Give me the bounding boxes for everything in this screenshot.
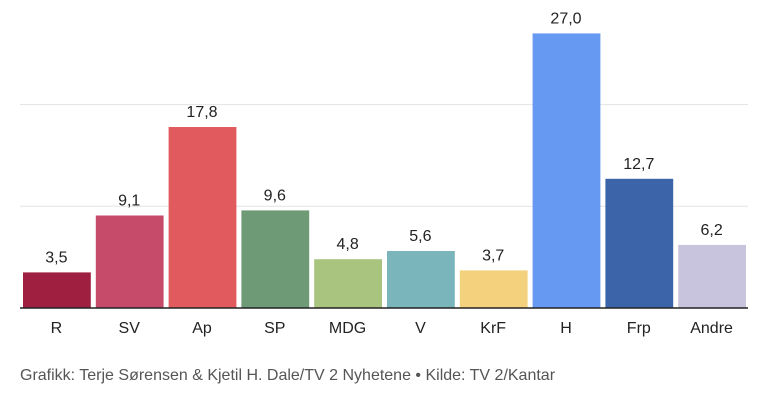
bar-krf: [459, 270, 528, 308]
bar-frp: [605, 178, 674, 308]
bars: [23, 33, 746, 309]
source-credit: Grafikk: Terje Sørensen & Kjetil H. Dale…: [20, 367, 556, 384]
bar-h: [532, 33, 601, 309]
tick-label-frp: Frp: [627, 320, 651, 337]
tick-label-mdg: MDG: [329, 320, 366, 337]
value-label-sv: 9,1: [118, 193, 140, 210]
value-label-andre: 6,2: [700, 222, 722, 239]
tick-label-h: H: [560, 320, 572, 337]
bar-ap: [168, 127, 237, 308]
bar-sp: [241, 210, 310, 308]
value-label-v: 5,6: [409, 228, 431, 245]
tick-label-andre: Andre: [690, 320, 733, 337]
tick-label-ap: Ap: [192, 320, 212, 337]
tick-label-sp: SP: [264, 320, 285, 337]
value-label-r: 3,5: [45, 249, 67, 266]
bar-r: [23, 272, 91, 308]
bar-v: [387, 251, 455, 308]
bar-mdg: [314, 259, 382, 308]
value-label-mdg: 4,8: [336, 236, 358, 253]
bar-sv: [95, 215, 164, 308]
value-label-h: 27,0: [550, 10, 581, 27]
value-labels: 3,5 9,1 17,8 9,6 4,8 5,6 3,7 27,0 12,7 6,2: [45, 10, 723, 266]
value-label-krf: 3,7: [482, 247, 504, 264]
tick-label-krf: KrF: [480, 320, 506, 337]
category-labels: R SV Ap SP MDG V KrF H Frp Andre: [51, 320, 733, 337]
tick-label-v: V: [415, 320, 426, 337]
tick-label-sv: SV: [119, 320, 141, 337]
bar-andre: [678, 244, 746, 308]
value-label-ap: 17,8: [186, 104, 217, 121]
bar-chart: 3,5 9,1 17,8 9,6 4,8 5,6 3,7 27,0 12,7 6,2 R SV Ap S…: [20, 10, 748, 337]
tick-label-r: R: [51, 320, 63, 337]
value-label-sp: 9,6: [264, 187, 286, 204]
value-label-frp: 12,7: [623, 156, 654, 173]
